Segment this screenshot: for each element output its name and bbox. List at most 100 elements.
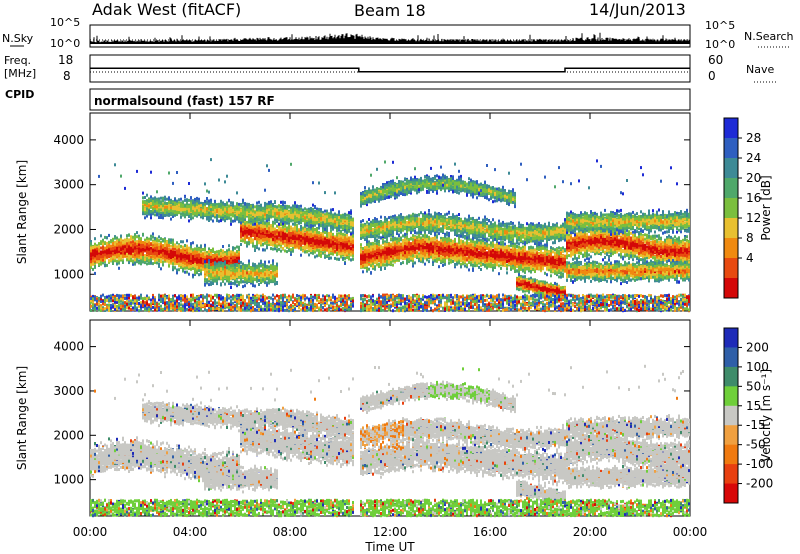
power-cell — [122, 241, 124, 244]
power-cell — [120, 305, 122, 308]
power-cell — [108, 309, 110, 312]
power-cell — [126, 242, 128, 245]
power-cell — [124, 187, 126, 190]
power-cell — [108, 245, 110, 248]
power-cell — [132, 236, 134, 239]
power-cell — [122, 298, 124, 301]
y-tick-label: 3000 — [53, 178, 84, 192]
power-cell — [96, 300, 98, 303]
power-cell — [126, 303, 128, 306]
power-cell — [94, 304, 96, 307]
power-cell — [112, 256, 114, 259]
power-cell — [130, 258, 132, 261]
power-cell — [116, 240, 118, 243]
power-cell — [98, 175, 100, 178]
power-cell — [100, 295, 102, 298]
power-cell — [104, 307, 106, 310]
power-cell — [112, 299, 114, 302]
power-cell — [122, 250, 124, 253]
power-cell — [114, 247, 116, 250]
power-cell — [106, 242, 108, 245]
power-cell — [110, 248, 112, 251]
power-cell — [130, 308, 132, 311]
power-cell — [128, 246, 130, 249]
power-cell — [136, 297, 138, 300]
power-cell — [94, 272, 96, 275]
power-cell — [106, 246, 108, 249]
power-cell — [100, 309, 102, 312]
power-cell — [106, 264, 108, 267]
power-cell — [90, 253, 92, 256]
power-cell — [134, 238, 136, 241]
power-cell — [130, 244, 132, 247]
power-cell — [134, 304, 136, 307]
power-cell — [90, 247, 92, 250]
power-cell — [116, 308, 118, 311]
power-cell — [98, 297, 100, 300]
power-cell — [90, 257, 92, 260]
power-cell — [126, 234, 128, 237]
power-cell — [130, 294, 132, 297]
nave-tick-bottom: 0 — [708, 69, 716, 83]
power-cell — [110, 254, 112, 257]
noise-right-tick-bottom: 10^0 — [705, 38, 735, 51]
power-cell — [112, 305, 114, 308]
power-cell — [112, 242, 114, 245]
power-cell — [90, 297, 92, 300]
power-cell — [98, 246, 100, 249]
power-cell — [136, 170, 138, 173]
power-cell — [136, 255, 138, 258]
power-cell — [136, 309, 138, 312]
power-cell — [106, 249, 108, 252]
power-cell — [92, 303, 94, 306]
power-cell — [92, 252, 94, 255]
power-cell — [126, 294, 128, 297]
power-cell — [126, 253, 128, 256]
power-cell — [100, 255, 102, 258]
power-cell — [108, 241, 110, 244]
y-tick-label: 2000 — [53, 222, 84, 236]
power-cell — [114, 305, 116, 308]
power-cell — [118, 253, 120, 256]
power-cell — [138, 243, 140, 246]
power-cell — [132, 255, 134, 258]
power-cell — [92, 246, 94, 249]
power-cell — [134, 249, 136, 252]
power-cell — [100, 240, 102, 243]
power-cell — [124, 301, 126, 304]
nave-tick-top: 60 — [708, 53, 723, 67]
power-cell — [100, 300, 102, 303]
power-cell — [132, 301, 134, 304]
power-cell — [138, 296, 140, 299]
power-cell — [120, 243, 122, 246]
power-cell — [110, 294, 112, 297]
power-cell — [90, 263, 92, 266]
power-cell — [96, 257, 98, 260]
freq-label: Freq. — [4, 54, 31, 67]
power-cell — [98, 249, 100, 252]
power-cell — [122, 245, 124, 248]
power-cell — [136, 259, 138, 262]
power-cell — [96, 250, 98, 253]
freq-tick-top: 18 — [58, 53, 73, 67]
power-cell — [100, 247, 102, 250]
power-cell — [96, 307, 98, 310]
power-cell — [132, 245, 134, 248]
noise-right-label: N.Search — [744, 30, 794, 43]
power-cell — [128, 256, 130, 259]
power-cell — [130, 238, 132, 241]
power-cell — [126, 300, 128, 303]
noise-left-tick-top: 10^5 — [50, 16, 80, 29]
power-cell — [92, 256, 94, 259]
power-cell — [116, 294, 118, 297]
power-cell — [124, 297, 126, 300]
power-cell — [102, 254, 104, 257]
power-cell — [92, 297, 94, 300]
cpid-text: normalsound (fast) 157 RF — [94, 94, 275, 108]
power-cell — [114, 256, 116, 259]
power-cell — [124, 305, 126, 308]
power-cell — [92, 307, 94, 310]
power-cell — [128, 294, 130, 297]
power-cell — [126, 258, 128, 261]
